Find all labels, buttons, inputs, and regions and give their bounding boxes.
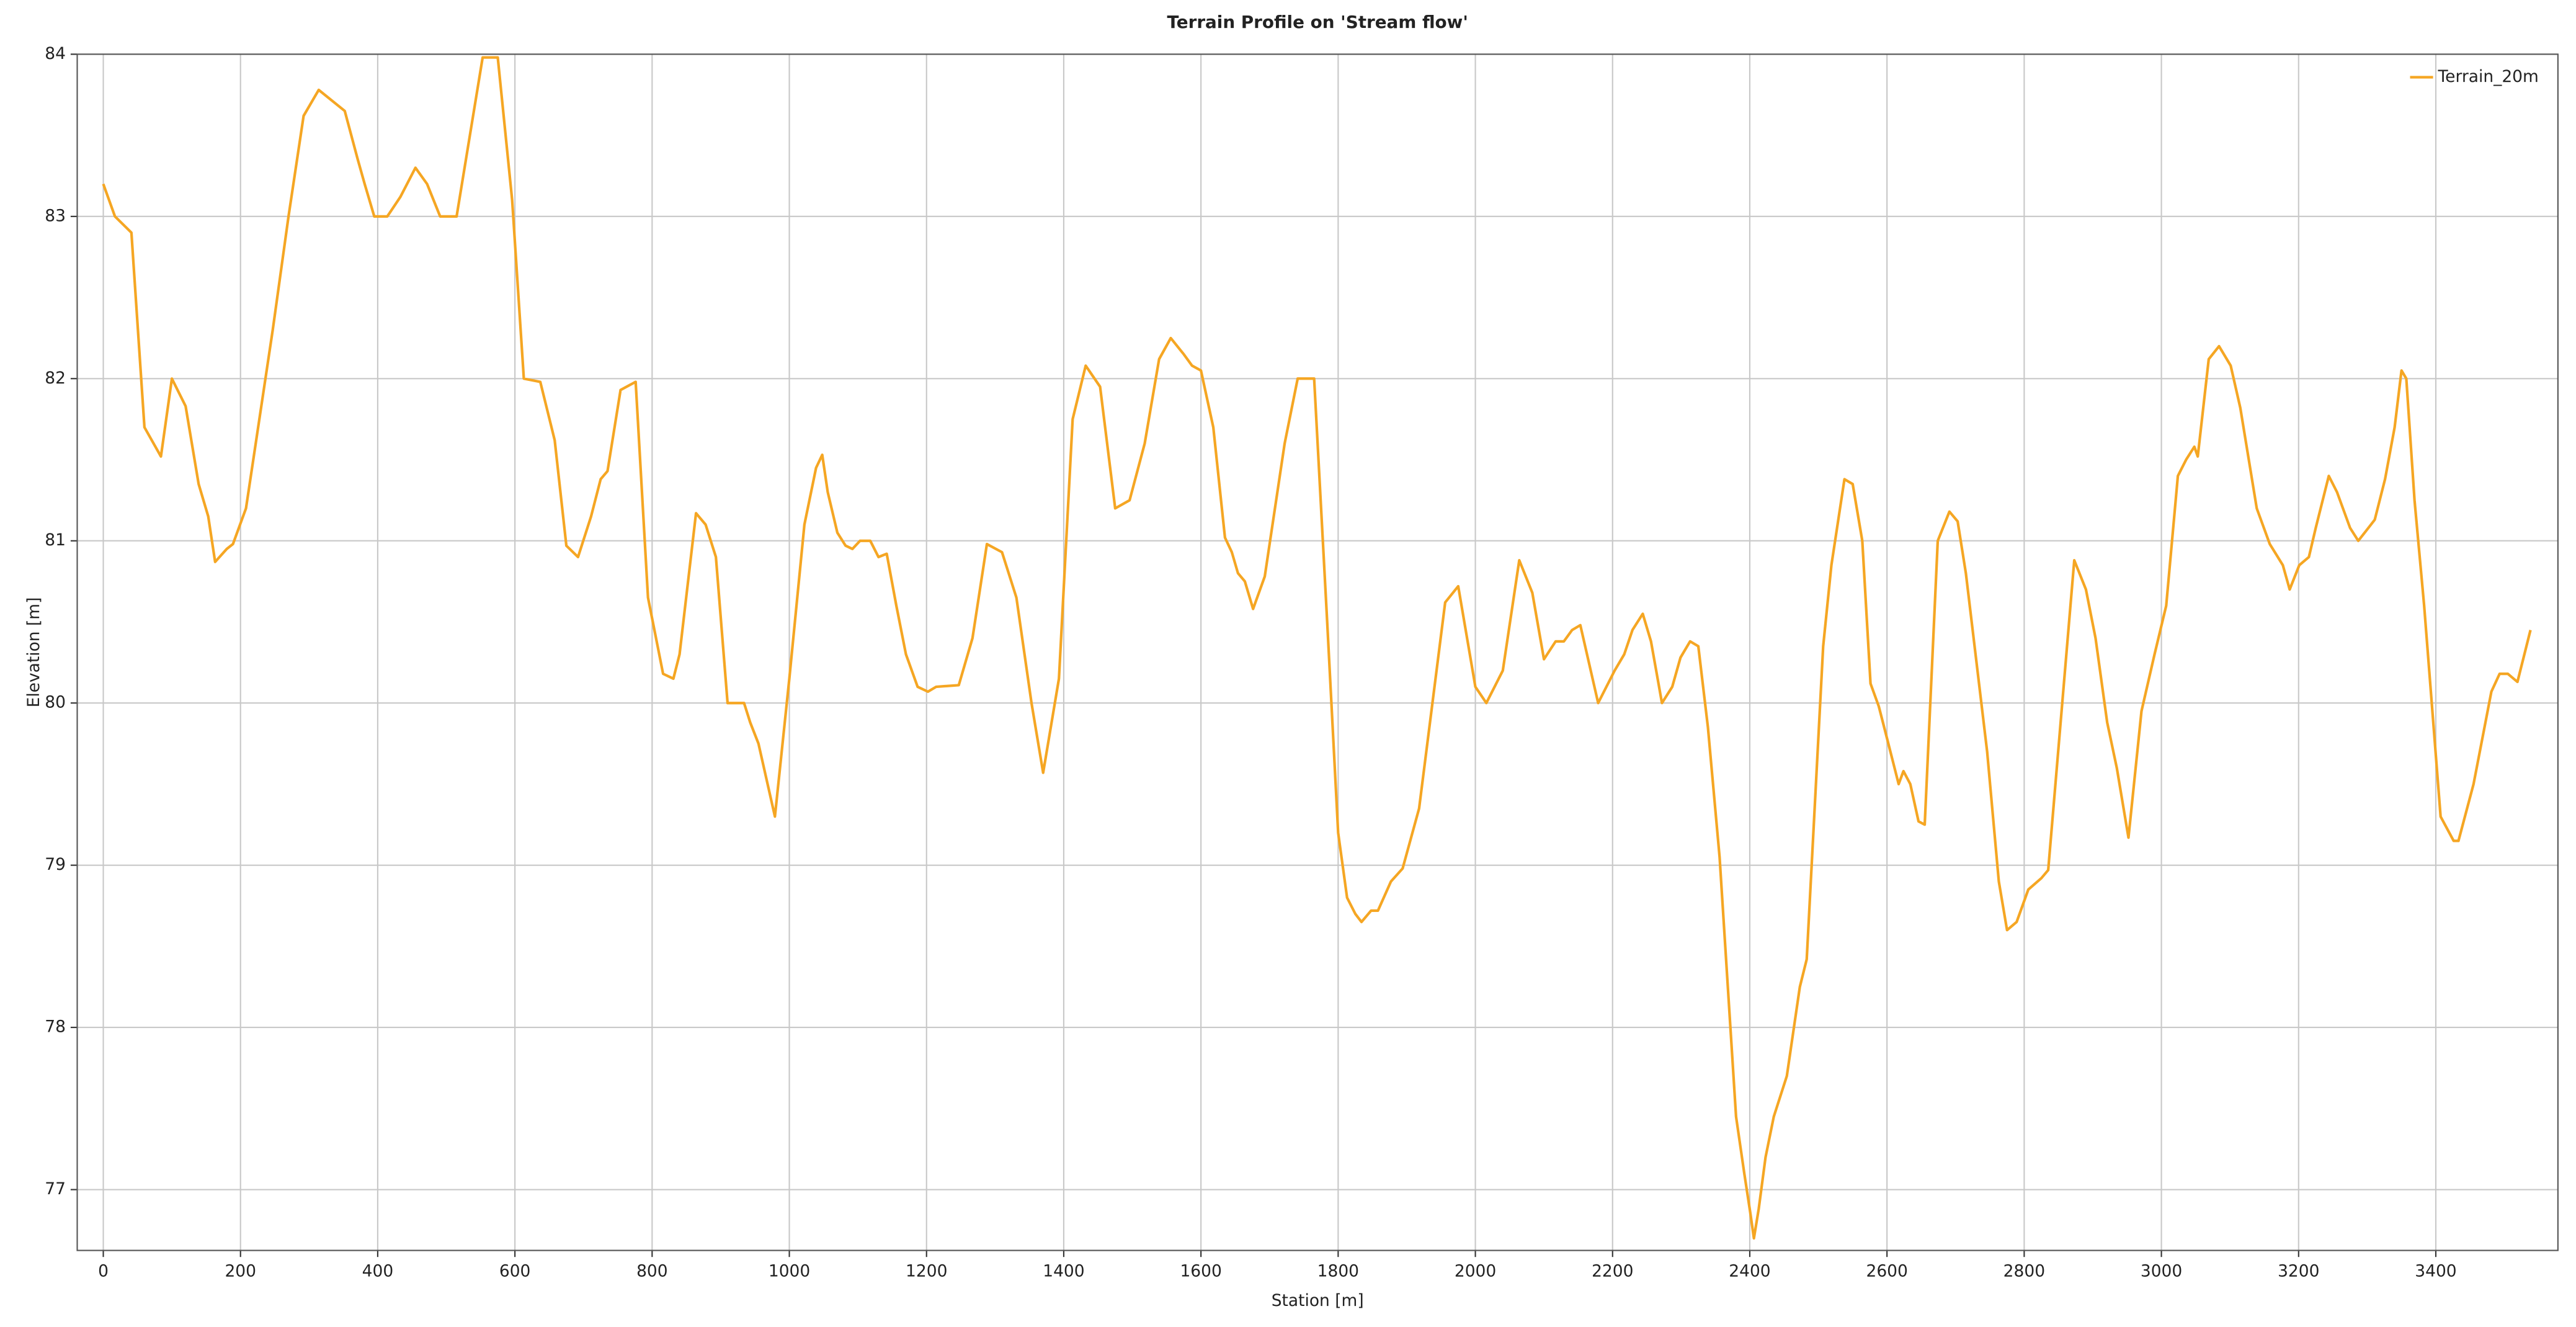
x-tick-label: 800: [636, 1262, 668, 1281]
y-tick-label: 80: [45, 693, 66, 712]
y-tick-label: 84: [45, 44, 66, 63]
x-tick-label: 1600: [1180, 1262, 1221, 1281]
legend-label: Terrain_20m: [2438, 67, 2539, 86]
series-line: [102, 56, 2532, 1240]
x-tick-label: 2200: [1592, 1262, 1633, 1281]
x-tick-label: 1200: [906, 1262, 947, 1281]
x-axis-label: Station [m]: [1272, 1291, 1364, 1310]
x-tick-label: 3400: [2415, 1262, 2456, 1281]
x-tick-label: 1800: [1317, 1262, 1359, 1281]
y-tick-label: 78: [45, 1017, 66, 1037]
x-tick-label: 0: [98, 1262, 109, 1281]
x-tick-label: 3000: [2141, 1262, 2182, 1281]
chart-title: Terrain Profile on 'Stream flow': [1167, 12, 1468, 32]
plot-frame: [76, 53, 2559, 1251]
x-tick-label: 2000: [1455, 1262, 1496, 1281]
plot-area: [102, 56, 2532, 1240]
y-tick-label: 79: [45, 855, 66, 874]
x-tick-label: 2400: [1729, 1262, 1770, 1281]
x-tick-label: 2600: [1866, 1262, 1907, 1281]
x-tick-label: 200: [225, 1262, 256, 1281]
y-axis-label: Elevation [m]: [24, 597, 43, 708]
y-tick-label: 81: [45, 530, 66, 550]
x-tick-label: 600: [499, 1262, 531, 1281]
y-tick-label: 83: [45, 206, 66, 225]
y-tick-label: 77: [45, 1179, 66, 1199]
x-tick-label: 1400: [1043, 1262, 1084, 1281]
x-tick-label: 1000: [769, 1262, 810, 1281]
y-tick-label: 82: [45, 369, 66, 388]
x-tick-label: 400: [362, 1262, 394, 1281]
x-tick-label: 3200: [2278, 1262, 2319, 1281]
x-tick-label: 2800: [2003, 1262, 2045, 1281]
